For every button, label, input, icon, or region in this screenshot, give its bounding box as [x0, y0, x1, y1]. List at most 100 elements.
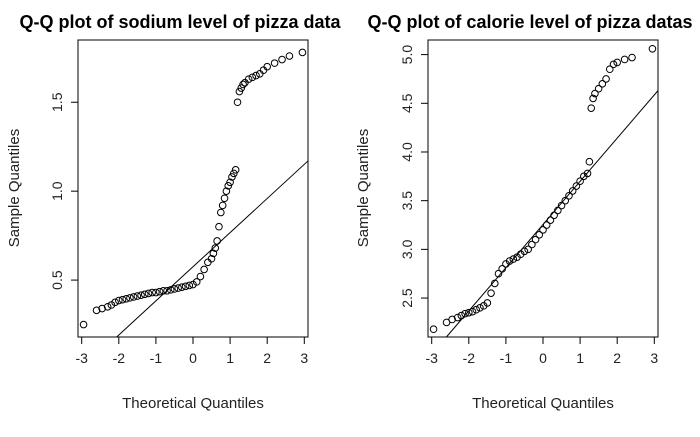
- calorie-y-tick-label: 4.0: [399, 142, 415, 162]
- calorie-x-ticks: -3 -2 -1 0 1 2 3: [425, 337, 658, 366]
- sodium-data-point: [178, 283, 186, 292]
- sodium-data-point: [137, 291, 145, 300]
- sodium-data-point: [285, 52, 294, 60]
- sodium-data-point: [278, 55, 286, 64]
- sodium-data-point: [298, 48, 307, 57]
- calorie-y-tick-label: 3.5: [399, 191, 415, 211]
- sodium-data-point: [152, 288, 160, 297]
- calorie-x-axis-label: Theoretical Quantiles: [472, 395, 614, 412]
- sodium-data-point: [224, 182, 233, 190]
- sodium-x-tick-label: -1: [150, 350, 163, 366]
- calorie-data-point: [453, 313, 462, 322]
- sodium-x-tick-label: 2: [263, 350, 271, 366]
- sodium-y-tick-label: 1.5: [49, 92, 65, 112]
- calorie-data-point: [528, 240, 536, 249]
- calorie-x-tick-label: 1: [576, 350, 584, 366]
- sodium-data-point: [92, 306, 101, 315]
- sodium-data-point: [196, 272, 205, 281]
- calorie-data-point: [476, 303, 484, 312]
- sodium-data-point: [230, 169, 238, 178]
- calorie-data-point: [568, 187, 577, 195]
- sodium-data-point: [248, 73, 257, 82]
- calorie-data-point: [620, 55, 629, 64]
- sodium-data-point: [252, 71, 260, 80]
- calorie-data-point: [487, 289, 495, 297]
- sodium-data-point: [211, 244, 220, 252]
- sodium-data-point: [192, 278, 201, 286]
- sodium-x-axis-label: Theoretical Quantiles: [122, 395, 264, 412]
- sodium-y-axis-label: Sample Quantiles: [6, 129, 23, 247]
- sodium-data-point: [226, 178, 234, 187]
- sodium-data-point: [235, 87, 244, 96]
- calorie-data-point: [498, 265, 506, 273]
- calorie-data-point: [457, 311, 466, 320]
- sodium-qq-panel: Q-Q plot of sodium level of pizza data T…: [6, 12, 341, 412]
- sodium-x-tick-label: -3: [75, 350, 88, 366]
- calorie-y-tick-label: 2.5: [399, 288, 415, 308]
- calorie-data-point: [565, 192, 573, 200]
- calorie-y-ticks: 2.5 3.0 3.5 4.0 4.5 5.0: [399, 45, 428, 308]
- sodium-points: [79, 48, 307, 329]
- calorie-data-point: [539, 226, 547, 234]
- calorie-data-point: [602, 75, 610, 83]
- sodium-data-point: [115, 296, 123, 305]
- calorie-data-point: [554, 206, 562, 215]
- calorie-data-point: [546, 216, 555, 224]
- calorie-data-point: [465, 308, 473, 317]
- calorie-data-point: [598, 80, 607, 88]
- calorie-data-point: [531, 235, 540, 244]
- sodium-data-point: [237, 84, 246, 92]
- sodium-x-ticks: -3 -2 -1 0 1 2 3: [75, 337, 308, 366]
- sodium-data-point: [155, 287, 164, 296]
- sodium-data-point: [222, 187, 231, 195]
- calorie-data-point: [505, 257, 514, 265]
- calorie-data-point: [524, 245, 532, 254]
- calorie-data-point: [591, 89, 599, 98]
- sodium-data-point: [103, 302, 112, 311]
- calorie-qq-panel: Q-Q plot of calorie level of pizza datas…: [355, 12, 693, 412]
- calorie-y-tick-label: 5.0: [399, 45, 415, 65]
- sodium-x-tick-label: -2: [113, 350, 126, 366]
- sodium-data-point: [79, 320, 88, 329]
- calorie-data-point: [494, 269, 503, 278]
- sodium-data-point: [98, 304, 106, 313]
- sodium-data-point: [228, 173, 236, 181]
- calorie-data-point: [587, 104, 596, 112]
- sodium-chart-title: Q-Q plot of sodium level of pizza data: [19, 12, 341, 32]
- calorie-data-point: [472, 305, 481, 314]
- calorie-x-tick-label: -2: [463, 350, 476, 366]
- sodium-data-point: [118, 295, 127, 304]
- calorie-data-point: [468, 307, 477, 316]
- sodium-data-point: [144, 289, 153, 298]
- calorie-data-point: [490, 279, 499, 288]
- sodium-data-point: [215, 222, 223, 231]
- calorie-data-point: [585, 157, 594, 166]
- sodium-data-point: [170, 285, 179, 293]
- calorie-reference-line: [446, 90, 659, 338]
- calorie-data-point: [576, 177, 584, 185]
- calorie-reference-line-group: [446, 90, 659, 338]
- calorie-y-tick-label: 3.0: [399, 239, 415, 259]
- sodium-y-tick-label: 1.0: [49, 181, 65, 201]
- calorie-data-point: [561, 196, 570, 205]
- sodium-x-tick-label: 3: [300, 350, 308, 366]
- calorie-x-tick-label: 0: [539, 350, 547, 366]
- calorie-y-tick-label: 4.5: [399, 93, 415, 113]
- sodium-data-point: [213, 237, 221, 245]
- sodium-data-point: [133, 292, 142, 300]
- calorie-x-tick-label: 3: [650, 350, 658, 366]
- calorie-x-tick-label: -3: [425, 350, 438, 366]
- sodium-data-point: [140, 290, 149, 299]
- sodium-data-point: [263, 62, 271, 71]
- calorie-data-point: [609, 60, 618, 69]
- sodium-y-tick-label: 0.5: [49, 270, 65, 290]
- sodium-data-point: [200, 265, 208, 274]
- calorie-data-point: [461, 309, 469, 318]
- sodium-data-point: [209, 249, 218, 258]
- sodium-data-point: [174, 284, 182, 292]
- calorie-data-point: [572, 182, 581, 190]
- sodium-data-point: [233, 98, 242, 107]
- calorie-data-point: [557, 201, 566, 210]
